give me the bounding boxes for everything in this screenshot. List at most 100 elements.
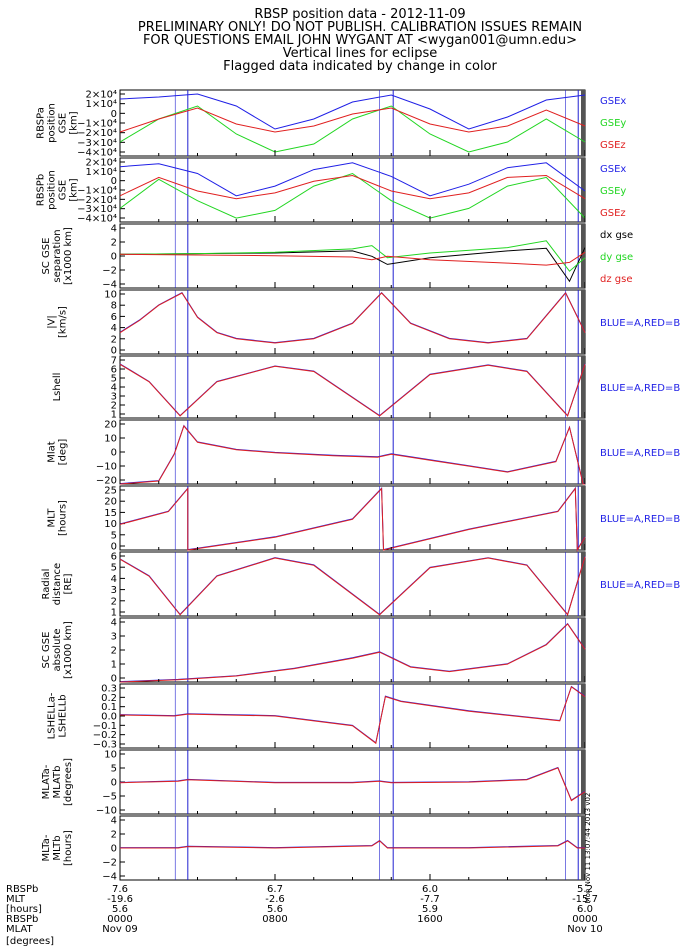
y-axis-label: SC GSE [41, 238, 52, 275]
y-tick-label: 25 [104, 486, 117, 497]
y-tick-label: 2 [111, 646, 117, 657]
y-tick-label: 0 [111, 542, 117, 553]
y-tick-label: 10 [104, 290, 117, 301]
series-line-b [119, 363, 586, 417]
y-tick-label: 6 [111, 365, 117, 376]
series-line-b [119, 686, 586, 745]
y-tick-label: 5 [111, 764, 117, 775]
y-tick-label: 15 [104, 508, 117, 519]
panel-edge-strip [581, 684, 585, 748]
y-tick-label: −20 [96, 476, 117, 487]
y-tick-label: −2 [102, 858, 117, 869]
x-mlt-label: 6.0 [422, 884, 438, 895]
x-row-label: RBSPb [6, 884, 38, 895]
y-axis-label: [hours] [58, 500, 69, 536]
y-axis-label: [km] [69, 111, 80, 134]
y-tick-label: 20 [104, 497, 117, 508]
y-tick-label: 1 [111, 608, 117, 619]
y-tick-label: −1×10⁴ [77, 119, 117, 130]
y-tick-label: 10 [104, 519, 117, 530]
panel-edge-strip [581, 90, 585, 156]
x-mlat-label: -15.7 [572, 894, 598, 905]
y-axis-label: [degrees] [63, 758, 74, 806]
legend-dz-gse: dz gse [600, 274, 633, 285]
y-axis-label: [hours] [63, 830, 74, 866]
y-tick-label: 1 [111, 660, 117, 671]
y-axis-label: [km/s] [58, 306, 69, 338]
y-tick-label: −1×10⁴ [77, 186, 117, 197]
series-legend: BLUE=A,RED=B [600, 514, 680, 525]
y-tick-label: −4×10⁴ [77, 148, 117, 159]
series-line-dz-gse [119, 251, 586, 266]
panel-mlat: 20 10 0 −10 −20 Mlat [deg] BLUE=A,RED=B [47, 419, 680, 487]
title-line-1: RBSP position data - 2012-11-09 [254, 7, 466, 22]
panel-frame [119, 551, 586, 617]
panel-edge-strip [581, 618, 585, 682]
series-line-GSEx [119, 162, 586, 197]
panel-mlat_diff: 10 5 0 −5 −10 MLATa- MLATb [degrees] [41, 749, 586, 817]
x-mlt-label: 5.2 [577, 884, 593, 895]
legend-GSEz: GSEz [600, 208, 626, 219]
panel-edge-strip [581, 750, 585, 814]
title-line-5: Flagged data indicated by change in colo… [223, 59, 497, 74]
y-tick-label: 1 [111, 410, 117, 421]
y-axis-label: position [47, 170, 58, 210]
series-line-a [119, 766, 586, 801]
y-tick-label: 0 [111, 176, 117, 187]
y-axis-label: MLT [47, 508, 58, 528]
y-tick-label: 4 [111, 618, 117, 629]
y-axis-label: [x1000 km] [63, 227, 74, 285]
panel-sep: 4 2 0 −2 −4 SC GSE separation [x1000 km] dx gse d… [41, 223, 633, 291]
y-tick-label: 3 [111, 585, 117, 596]
panel-edge-strip [581, 552, 585, 616]
x-time-label: 0800 [262, 914, 287, 925]
y-tick-label: 4 [111, 574, 117, 585]
x-lshell-label: 5.9 [422, 904, 438, 915]
y-tick-label: 0 [111, 448, 117, 459]
series-line-GSEy [119, 105, 586, 153]
y-tick-label: 5 [111, 563, 117, 574]
title-line-4: Vertical lines for eclipse [282, 46, 438, 61]
legend-GSEy: GSEy [600, 186, 626, 197]
series-line-GSEy [119, 172, 586, 219]
x-time-label: 0000 [107, 914, 132, 925]
x-mlat-label: -7.7 [420, 894, 440, 905]
y-tick-label: 4 [111, 323, 117, 334]
x-mlt-label: 7.6 [112, 884, 128, 895]
y-axis-label: RBSPa [36, 107, 47, 139]
legend-dx-gse: dx gse [600, 230, 633, 241]
y-axis-label: |V| [47, 315, 58, 329]
panel-frame [119, 223, 586, 289]
y-axis-label: RBSPb [36, 174, 47, 206]
series-line-a [119, 291, 586, 344]
series-line-b [119, 767, 586, 802]
y-axis-label: distance [52, 563, 63, 605]
series-line-b [119, 487, 586, 552]
panel-frame [119, 157, 586, 223]
y-tick-label: 5 [111, 530, 117, 541]
y-tick-label: 2×10⁴ [86, 158, 117, 169]
series-line-b [119, 556, 586, 616]
y-axis-label: GSE [58, 180, 69, 200]
x-row-label: [hours] [6, 904, 42, 915]
y-axis-label: [km] [69, 178, 80, 201]
panel-edge-strip [581, 356, 585, 418]
series-legend: BLUE=A,RED=B [600, 580, 680, 591]
panel-frame [119, 289, 586, 355]
y-tick-label: −2×10⁴ [77, 128, 117, 139]
y-axis-label: position [47, 103, 58, 143]
y-tick-label: 2 [111, 334, 117, 345]
panel-edge-strip [581, 224, 585, 288]
y-tick-label: −2×10⁴ [77, 195, 117, 206]
x-row-label: MLAT [6, 924, 33, 935]
y-tick-label: −2 [102, 266, 117, 277]
y-tick-label: 0 [111, 252, 117, 263]
panel-frame [119, 815, 586, 881]
y-tick-label: 4 [111, 224, 117, 235]
